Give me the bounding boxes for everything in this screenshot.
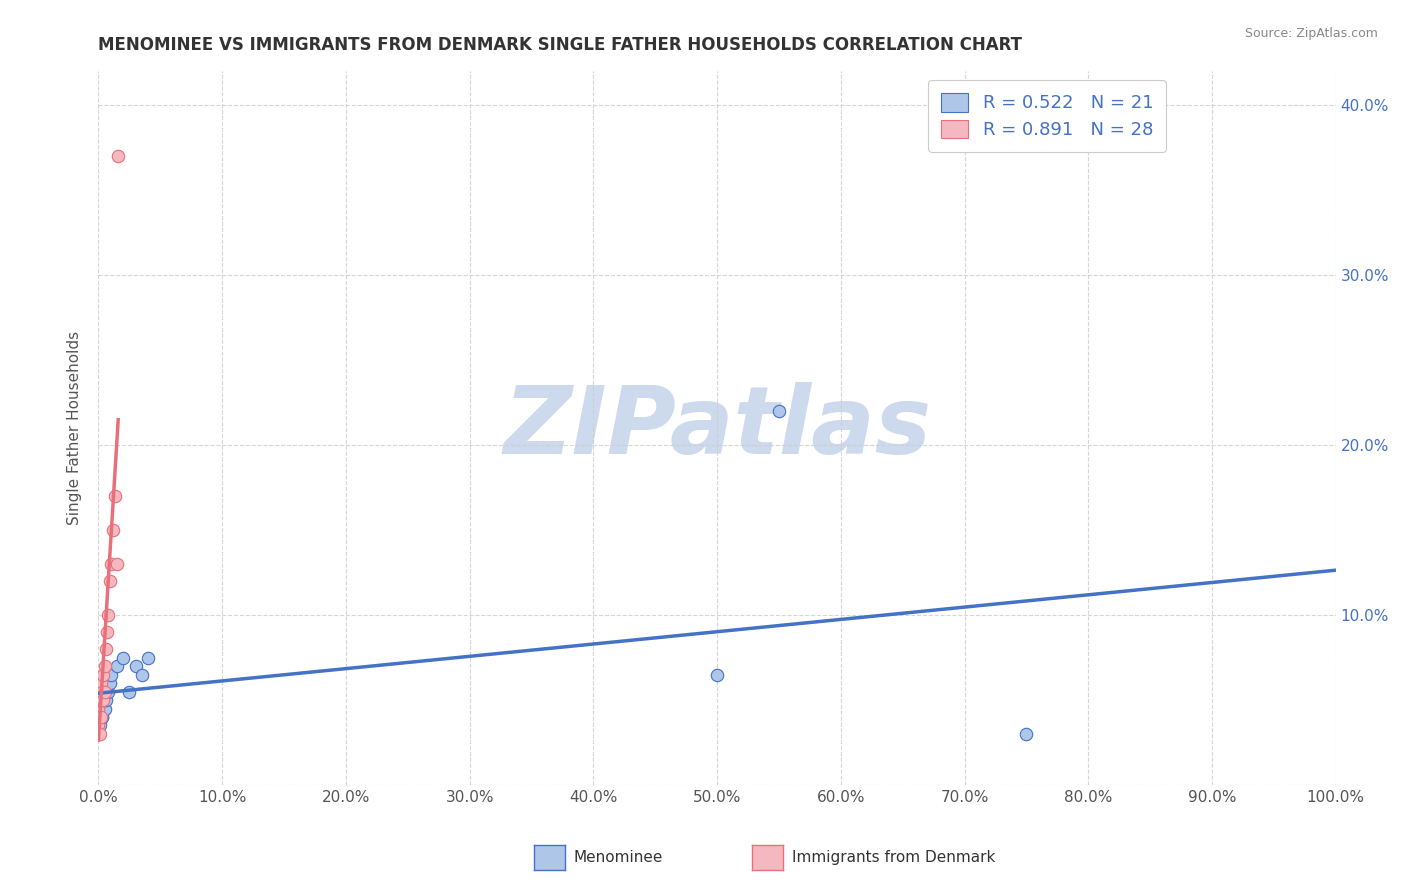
Point xyxy=(93,701,115,715)
Point xyxy=(93,667,115,681)
Point xyxy=(87,727,110,741)
Legend: R = 0.522   N = 21, R = 0.891   N = 28: R = 0.522 N = 21, R = 0.891 N = 28 xyxy=(928,80,1166,152)
Point xyxy=(87,676,110,690)
Point xyxy=(93,701,115,715)
Point xyxy=(87,727,110,741)
Point xyxy=(103,523,125,537)
Point xyxy=(136,650,159,665)
Point xyxy=(98,574,121,588)
Point xyxy=(100,667,122,681)
Point xyxy=(94,693,117,707)
Point xyxy=(97,684,120,698)
Point xyxy=(89,693,111,707)
Point xyxy=(90,710,112,724)
Point xyxy=(93,693,115,707)
Point xyxy=(131,667,153,681)
Point xyxy=(91,710,114,724)
Point xyxy=(706,667,728,681)
Point xyxy=(103,489,125,503)
Text: Immigrants from Denmark: Immigrants from Denmark xyxy=(792,850,995,864)
Point xyxy=(87,718,110,732)
Point xyxy=(89,710,111,724)
Point xyxy=(93,693,115,707)
Point xyxy=(93,684,115,698)
Point xyxy=(94,642,117,657)
Text: MENOMINEE VS IMMIGRANTS FROM DENMARK SINGLE FATHER HOUSEHOLDS CORRELATION CHART: MENOMINEE VS IMMIGRANTS FROM DENMARK SIN… xyxy=(98,36,1022,54)
Point xyxy=(93,659,115,673)
Point xyxy=(90,676,112,690)
Point xyxy=(768,404,790,418)
Point xyxy=(97,608,120,623)
Point xyxy=(100,557,122,571)
Point xyxy=(89,718,111,732)
Point xyxy=(87,693,110,707)
Point xyxy=(1015,727,1038,741)
Y-axis label: Single Father Households: Single Father Households xyxy=(67,331,83,525)
Point xyxy=(91,693,114,707)
Point xyxy=(105,659,128,673)
Point xyxy=(89,684,111,698)
Point xyxy=(107,149,129,163)
Point xyxy=(91,710,114,724)
Point xyxy=(87,710,110,724)
Text: ZIPatlas: ZIPatlas xyxy=(503,382,931,475)
Text: Source: ZipAtlas.com: Source: ZipAtlas.com xyxy=(1244,27,1378,40)
Point xyxy=(118,684,141,698)
Point xyxy=(112,650,135,665)
Point xyxy=(91,684,114,698)
Point xyxy=(90,693,112,707)
Point xyxy=(98,676,121,690)
Point xyxy=(96,625,118,640)
Point xyxy=(89,727,111,741)
Point xyxy=(124,659,146,673)
Text: Menominee: Menominee xyxy=(574,850,664,864)
Point xyxy=(105,557,128,571)
Point xyxy=(87,701,110,715)
Point xyxy=(90,710,112,724)
